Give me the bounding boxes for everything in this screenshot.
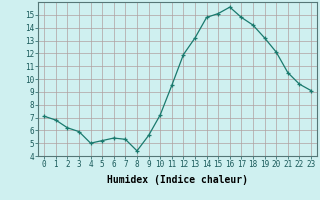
X-axis label: Humidex (Indice chaleur): Humidex (Indice chaleur) [107, 175, 248, 185]
